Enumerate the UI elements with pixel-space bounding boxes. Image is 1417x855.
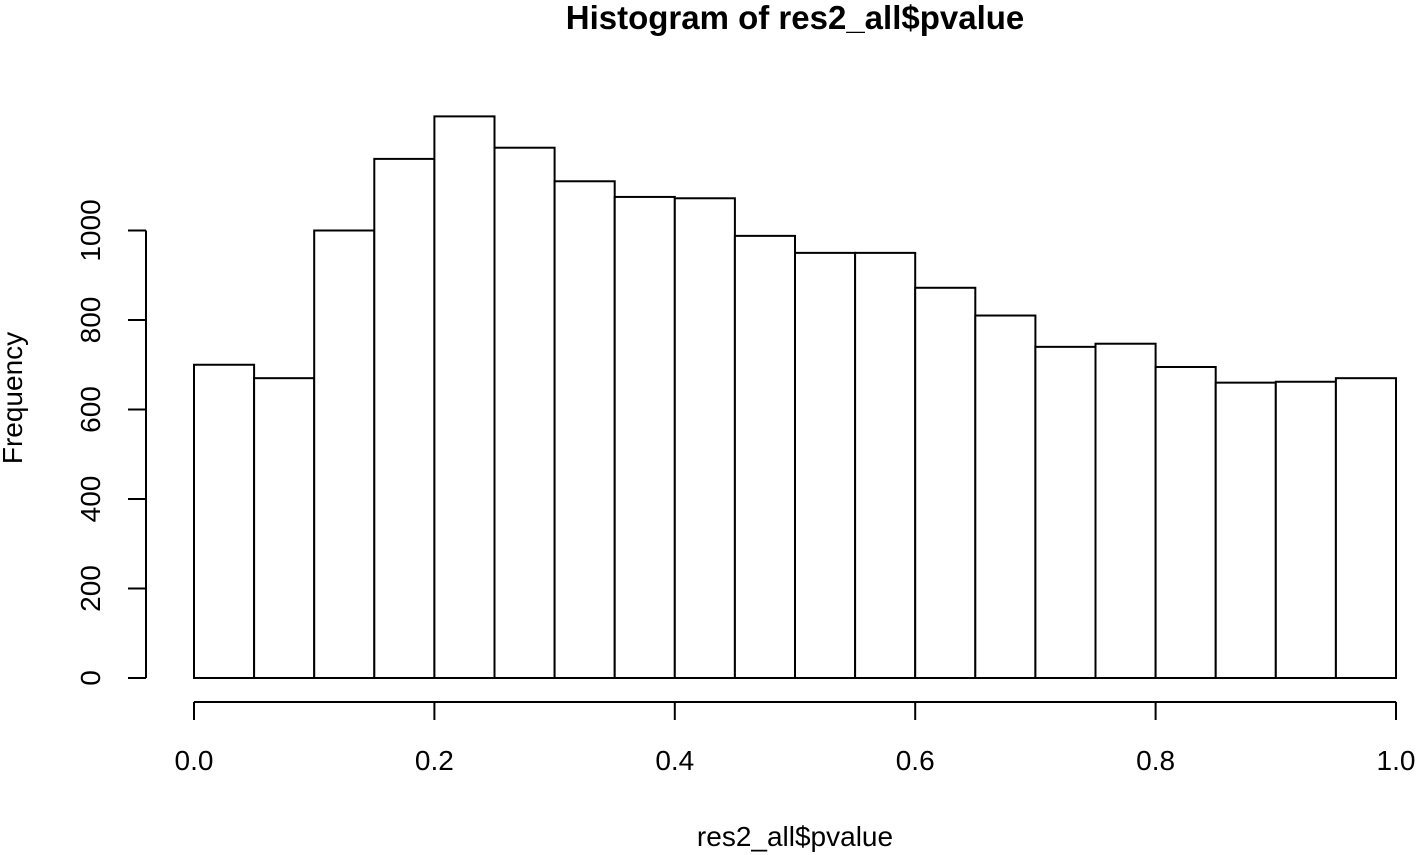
histogram-bar [253, 377, 316, 679]
chart-title: Histogram of res2_all$pvalue [566, 0, 1025, 36]
histogram-bar [433, 115, 496, 679]
histogram-bar [1034, 345, 1097, 679]
histogram-bar [1214, 381, 1277, 679]
histogram-bar [1274, 380, 1337, 679]
histogram-bar [854, 251, 917, 679]
x-tick-label: 0.6 [896, 745, 935, 776]
histogram-bar [1094, 342, 1157, 679]
x-tick-label: 0.4 [655, 745, 694, 776]
y-tick-label: 0 [75, 670, 106, 686]
histogram-bar [794, 251, 857, 679]
y-tick-label: 400 [75, 476, 106, 523]
x-tick-label: 0.0 [175, 745, 214, 776]
histogram-bar [974, 314, 1037, 679]
histogram-bar [673, 197, 736, 679]
histogram-bar [914, 286, 977, 679]
histogram-bar [1334, 377, 1398, 679]
histogram-bar [613, 195, 676, 679]
y-axis: 0 200 400 600 800 1000 [75, 199, 147, 686]
x-axis-label: res2_all$pvalue [697, 821, 893, 852]
histogram-bar [193, 363, 256, 679]
histogram-bar [553, 180, 616, 679]
histogram-bar [313, 229, 376, 679]
x-tick-label: 0.2 [415, 745, 454, 776]
x-axis: 0.0 0.2 0.4 0.6 0.8 1.0 [175, 701, 1416, 776]
x-tick-label: 1.0 [1377, 745, 1416, 776]
y-tick-label: 200 [75, 565, 106, 612]
histogram-bar [493, 146, 556, 679]
y-tick-label: 1000 [75, 199, 106, 261]
histogram-bar [733, 234, 797, 679]
bars-group [193, 115, 1398, 679]
histogram-bar [373, 157, 436, 679]
histogram-bar [1154, 365, 1217, 679]
x-tick-label: 0.8 [1136, 745, 1175, 776]
y-tick-label: 800 [75, 297, 106, 344]
y-tick-label: 600 [75, 386, 106, 433]
y-axis-label: Frequency [0, 332, 28, 464]
